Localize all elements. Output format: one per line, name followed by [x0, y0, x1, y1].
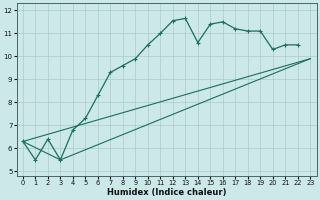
X-axis label: Humidex (Indice chaleur): Humidex (Indice chaleur): [107, 188, 226, 197]
